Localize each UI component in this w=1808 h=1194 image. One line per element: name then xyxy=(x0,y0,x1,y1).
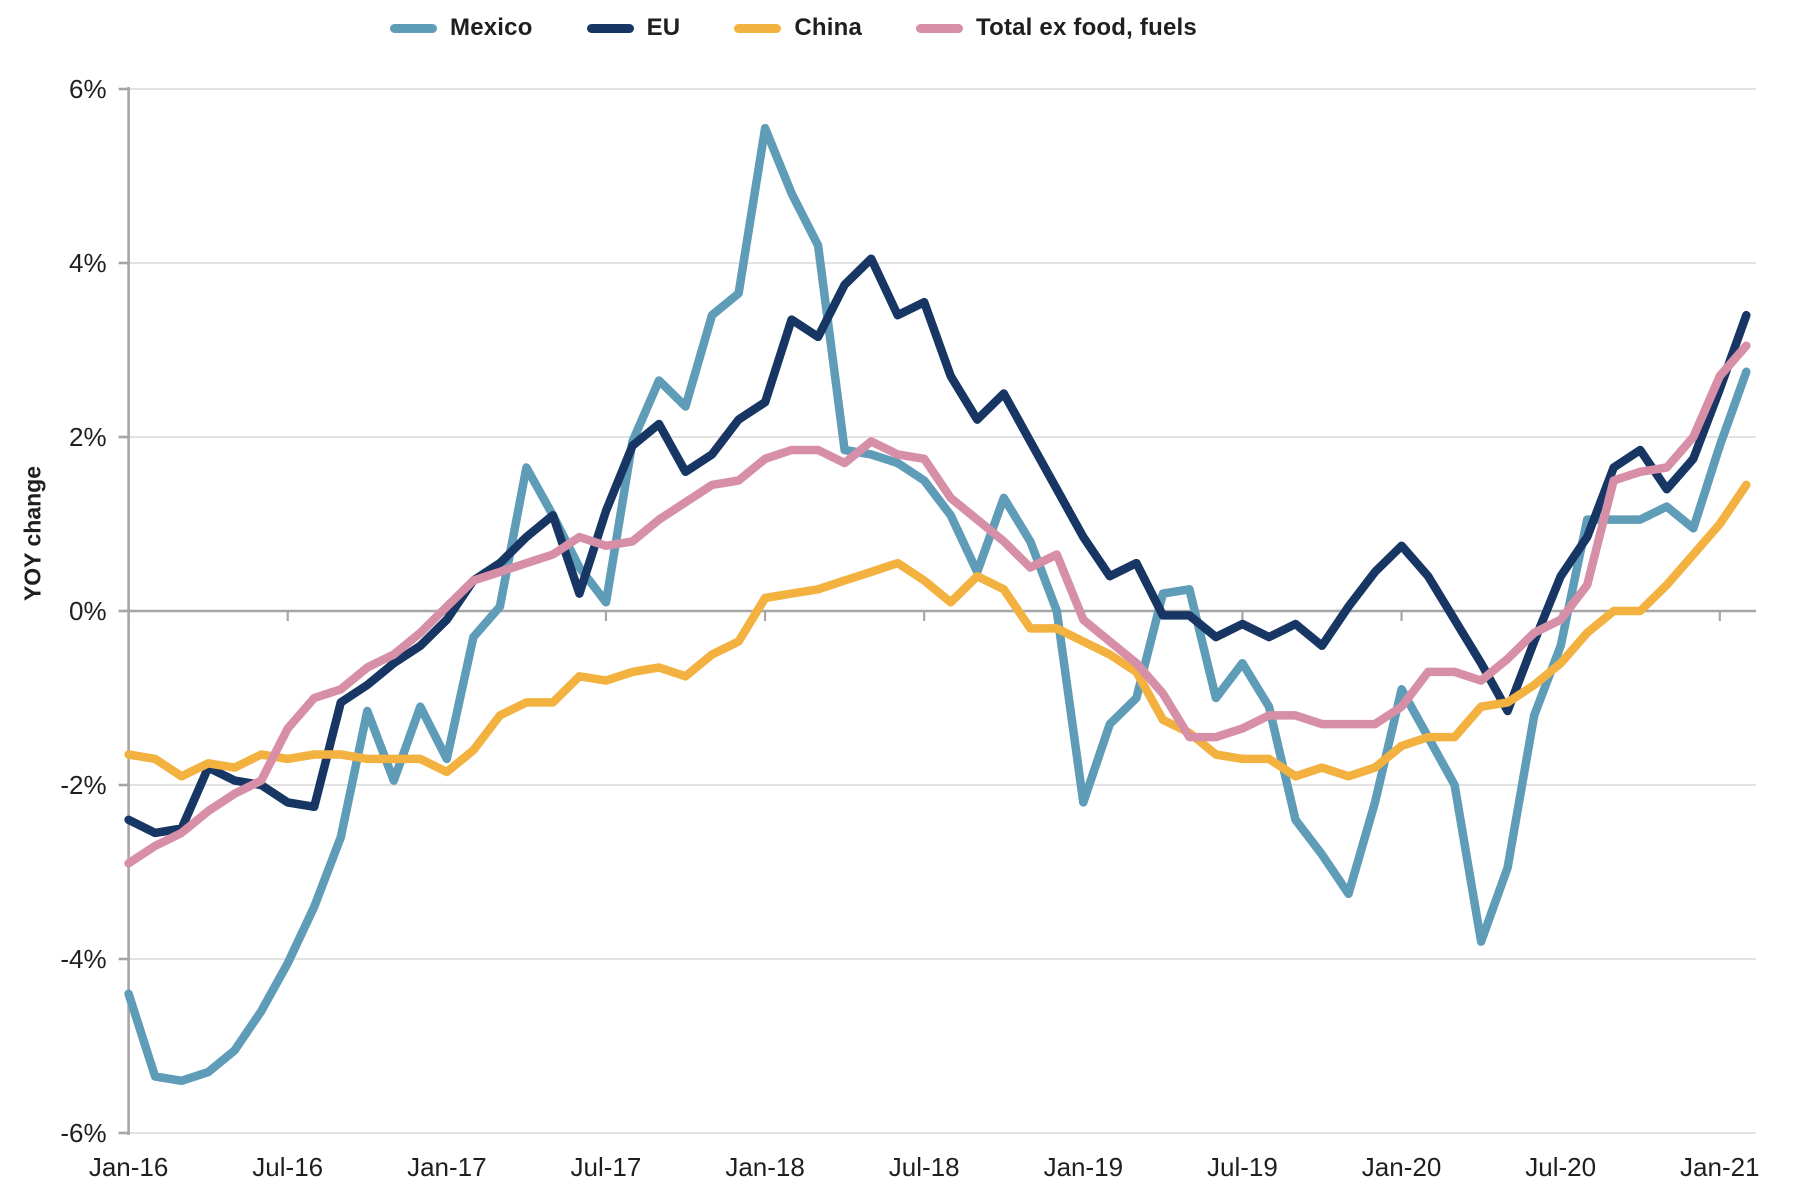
legend-label: China xyxy=(794,14,862,41)
legend-item-china: China xyxy=(734,14,862,42)
y-axis-title: YOY change xyxy=(19,465,46,602)
legend-swatch-icon xyxy=(586,23,634,33)
series-line-eu xyxy=(124,254,1751,838)
x-tick-label: Jul-20 xyxy=(1525,1152,1596,1182)
legend-swatch-icon xyxy=(390,23,437,33)
series-line-mexico xyxy=(124,123,1751,1086)
x-tick-label: Jul-17 xyxy=(571,1152,642,1182)
legend-swatch-icon xyxy=(916,23,963,33)
x-tick-label: Jul-19 xyxy=(1207,1152,1278,1182)
y-tick-label: -4% xyxy=(60,944,106,974)
x-tick-label: Jul-16 xyxy=(252,1152,323,1182)
legend-label: Mexico xyxy=(450,14,533,41)
chart-legend: Mexico EU China Total ex food, fuels xyxy=(390,14,1197,42)
legend-swatch-icon xyxy=(734,23,782,33)
legend-item-eu: EU xyxy=(586,14,681,42)
y-tick-label: -6% xyxy=(60,1118,106,1148)
x-tick-label: Jan-20 xyxy=(1362,1152,1442,1182)
legend-label: Total ex food, fuels xyxy=(976,14,1197,41)
y-tick-label: 0% xyxy=(69,596,107,626)
y-tick-label: 4% xyxy=(69,248,107,278)
legend-item-mexico: Mexico xyxy=(390,14,533,42)
y-tick-label: 2% xyxy=(69,422,107,452)
series-line-total-ex-food-fuels xyxy=(124,341,1751,868)
y-tick-label: -2% xyxy=(60,770,106,800)
x-tick-label: Jan-19 xyxy=(1044,1152,1124,1182)
x-tick-label: Jul-18 xyxy=(889,1152,960,1182)
x-tick-label: Jan-18 xyxy=(725,1152,805,1182)
legend-label: EU xyxy=(646,14,681,41)
x-tick-label: Jan-16 xyxy=(89,1152,169,1182)
x-tick-label: Jan-21 xyxy=(1680,1152,1760,1182)
y-tick-label: 6% xyxy=(69,74,107,104)
legend-item-total-ex-food-fuels: Total ex food, fuels xyxy=(916,14,1197,42)
series-line-china xyxy=(124,480,1751,781)
x-tick-label: Jan-17 xyxy=(407,1152,487,1182)
